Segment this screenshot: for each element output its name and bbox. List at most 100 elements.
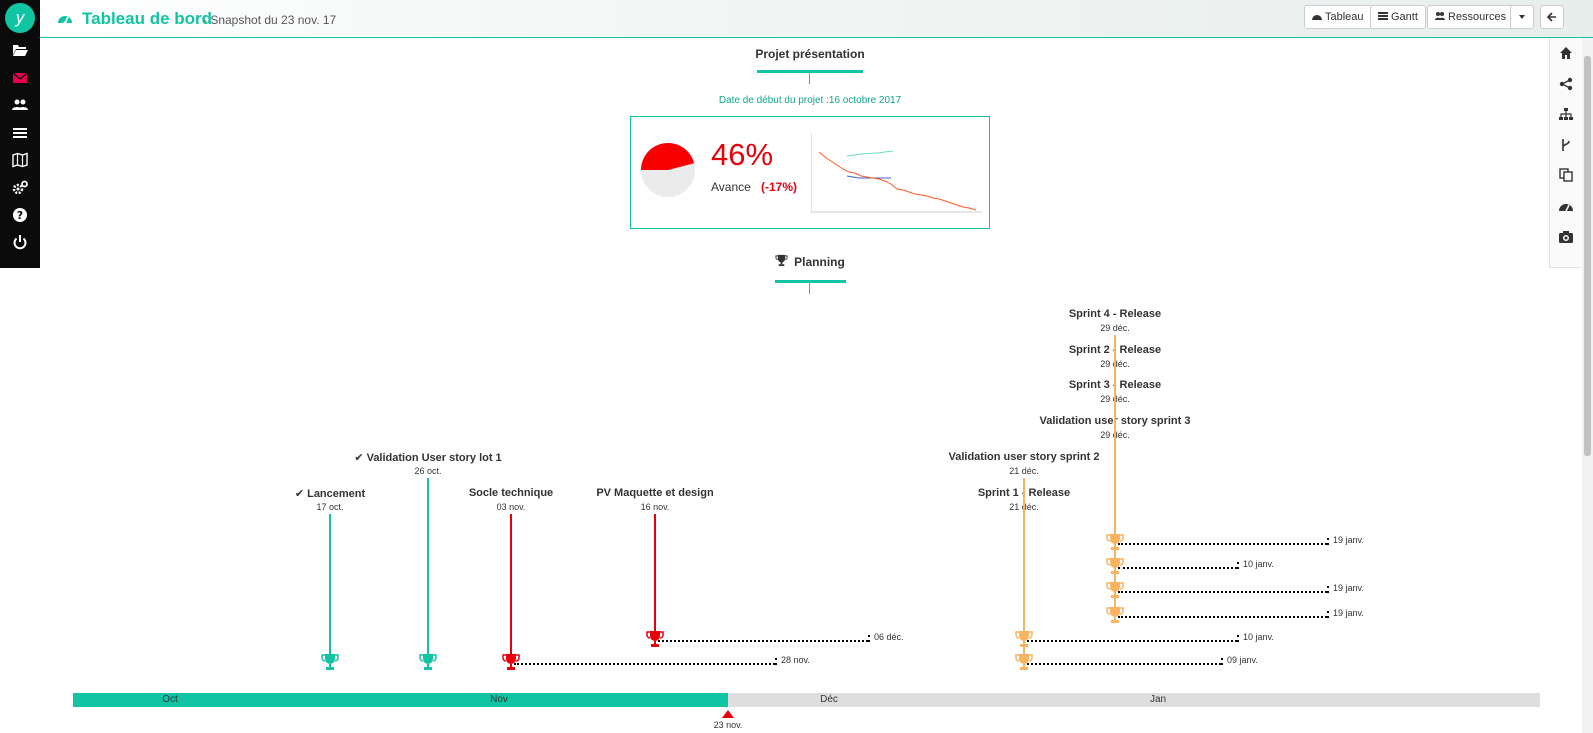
milestone-slip-date: 09 janv. [1227,655,1258,665]
milestone-slip-line [658,640,868,642]
sitemap-icon[interactable] [1550,99,1582,129]
list-icon[interactable] [8,122,32,144]
progress-pie-chart [641,143,695,197]
cogs-icon[interactable] [8,177,32,199]
milestone-date: 29 déc. [1100,323,1130,333]
trophy-icon[interactable] [321,653,339,671]
project-title-underline [757,70,863,73]
envelope-icon[interactable] [8,67,32,89]
scrollbar-thumb[interactable] [1584,56,1591,456]
trophy-icon[interactable] [1106,606,1124,624]
trophy-icon [775,254,788,267]
map-icon[interactable] [8,149,32,171]
milestone-stem [510,514,512,657]
caret-down-icon [1519,15,1525,19]
milestone-title: ✔ Validation User story lot 1 [354,452,502,464]
progress-card: 46% Avance (-17%) [630,116,990,229]
milestone-slip-date: 19 janv. [1333,608,1364,618]
tableau-button[interactable]: Tableau [1304,5,1372,29]
progress-delta: (-17%) [761,180,798,194]
milestone-slip-date: 10 janv. [1243,632,1274,642]
milestone-title: ✔ Lancement [294,488,366,500]
month-label-nov: Nov [490,694,508,705]
trophy-icon[interactable] [1015,630,1033,648]
milestone-slip-date: 19 janv. [1333,535,1364,545]
milestone-date: 21 déc. [1009,466,1039,476]
today-marker [722,710,734,718]
elapsed-time-fill [73,693,728,707]
planning-title: Planning [760,254,860,269]
milestone-date: 16 nov. [640,502,670,512]
trophy-icon[interactable] [502,653,520,671]
power-icon[interactable] [8,231,32,253]
right-toolbar [1549,38,1581,268]
milestone-title: Sprint 4 - Release [1068,308,1162,320]
dropdown-button[interactable] [1510,5,1534,29]
top-header: Tableau de bord - Snapshot du 23 nov. 17… [40,0,1593,38]
trophy-icon[interactable] [1106,533,1124,551]
ressources-button[interactable]: Ressources [1427,5,1515,29]
milestone-slip-end [868,635,870,642]
trophy-icon[interactable] [419,653,437,671]
today-label: 23 nov. [713,720,743,730]
folder-open-icon[interactable] [8,39,32,61]
milestone-date: 17 oct. [316,502,344,512]
milestone-stem [329,514,331,657]
milestone-slip-end [1327,538,1329,545]
month-label-jan: Jan [1149,694,1167,705]
milestone-slip-end [1237,562,1239,569]
sparkline-series-progress [818,151,977,211]
milestone-slip-date: 06 déc. [874,632,904,642]
dashboard-icon [57,11,73,25]
trophy-icon[interactable] [1106,557,1124,575]
milestone-slip-date: 28 nov. [781,655,810,665]
progress-percentage: 46% [711,137,774,172]
trophy-icon[interactable] [1015,653,1033,671]
svg-text:?: ? [17,209,23,222]
snapshot-subtitle: - Snapshot du 23 nov. 17 [203,13,337,27]
trophy-icon[interactable] [1106,581,1124,599]
milestone-slip-line [1118,543,1327,545]
milestone-slip-line [1118,567,1237,569]
camera-icon[interactable] [1550,222,1582,252]
milestone-slip-end [1237,635,1239,642]
project-start-date: Date de début du projet :16 octobre 2017 [718,95,902,106]
milestone-title: Validation user story sprint 2 [948,451,1100,463]
users-icon [1435,12,1445,20]
month-label-oct: Oct [162,694,178,705]
left-sidebar: y ? [0,0,40,268]
planning-title-connector [809,283,810,294]
progress-pie-slice [641,143,695,170]
milestone-slip-line [1027,663,1221,665]
burndown-sparkline [811,133,982,213]
milestone-slip-end [1327,586,1329,593]
ressources-button-label: Ressources [1448,11,1507,23]
dashboard-icon [1312,15,1322,20]
back-button[interactable] [1540,5,1564,29]
app-logo[interactable]: y [5,3,35,33]
dashboard-icon[interactable] [1550,191,1582,221]
users-icon[interactable] [8,94,32,116]
milestone-slip-date: 19 janv. [1333,583,1364,593]
month-label-dec: Déc [820,694,838,705]
copy-icon[interactable] [1550,160,1582,190]
milestone-slip-end [775,658,777,665]
gantt-button-label: Gantt [1391,11,1418,23]
share-icon[interactable] [1550,69,1582,99]
trophy-icon[interactable] [646,630,664,648]
milestone-stem [1114,335,1116,537]
milestone-slip-line [1118,591,1327,593]
milestone-slip-line [1118,616,1327,618]
help-icon[interactable]: ? [8,204,32,226]
list-icon [1378,12,1388,20]
milestone-date: 26 oct. [414,466,442,476]
sparkline-series-baseline [846,175,891,179]
home-icon[interactable] [1550,38,1582,68]
gantt-button[interactable]: Gantt [1370,5,1426,29]
milestone-title: PV Maquette et design [596,487,714,499]
page-title: Tableau de bord [82,9,213,28]
scrollbar[interactable] [1582,38,1593,733]
milestone-slip-line [514,663,775,665]
milestone-slip-end [1327,611,1329,618]
branch-icon[interactable] [1550,130,1582,160]
